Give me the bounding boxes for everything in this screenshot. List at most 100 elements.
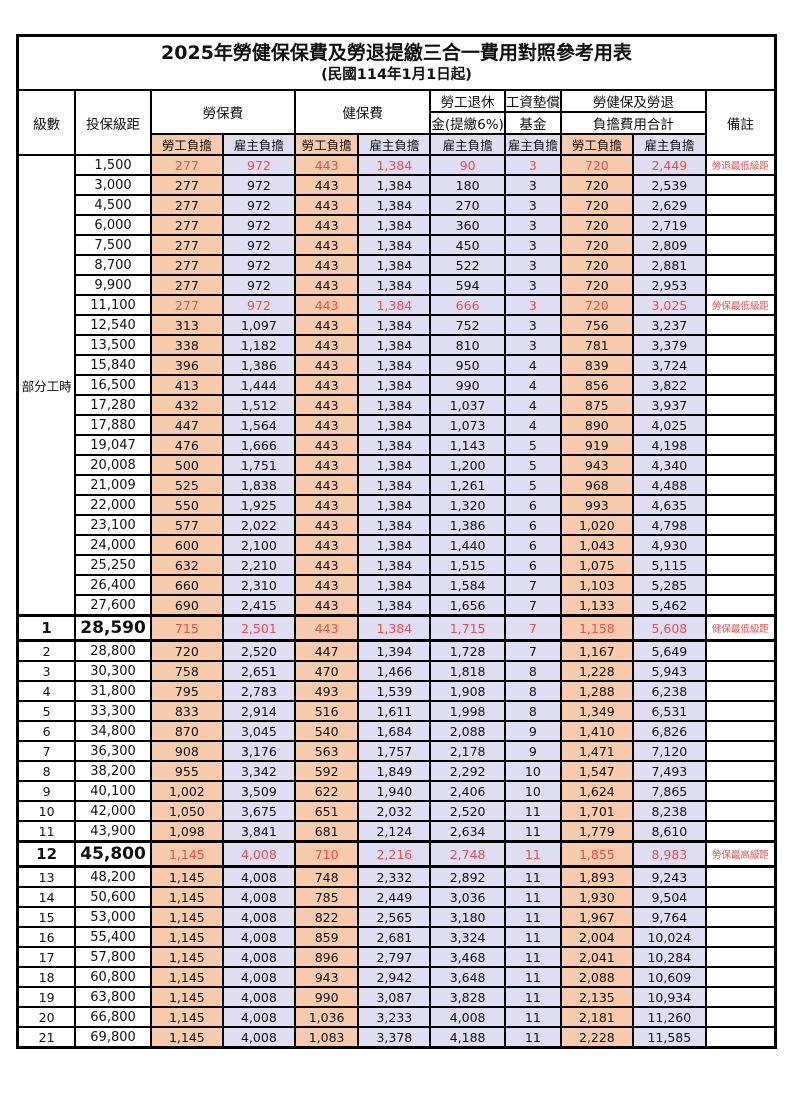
labor-insurance-employee-cell: 1,145 bbox=[149, 986, 224, 1008]
note-cell bbox=[704, 534, 777, 556]
note-cell bbox=[704, 174, 777, 196]
wage-fund-employer-cell: 11 bbox=[503, 840, 562, 868]
labor-insurance-employer-cell: 1,182 bbox=[221, 334, 296, 356]
wage-fund-employer-cell: 7 bbox=[503, 639, 562, 662]
health-insurance-employer-cell: 2,032 bbox=[357, 800, 432, 822]
labor-insurance-employee-cell: 690 bbox=[149, 594, 224, 617]
health-insurance-employer-cell: 2,942 bbox=[357, 966, 432, 988]
total-employee-cell: 890 bbox=[559, 414, 634, 436]
health-insurance-employee-cell: 443 bbox=[293, 514, 360, 536]
wage-fund-employer-cell: 3 bbox=[503, 174, 562, 196]
wage-fund-employer-cell: 9 bbox=[503, 740, 562, 762]
labor-insurance-employer-cell: 4,008 bbox=[221, 946, 296, 968]
labor-insurance-employer-cell: 972 bbox=[221, 154, 296, 176]
page-title: 2025年勞健保保費及勞退提繳三合一費用對照參考用表 bbox=[161, 42, 632, 65]
wage-fund-employer-cell: 6 bbox=[503, 514, 562, 536]
health-insurance-employer-cell: 1,611 bbox=[357, 700, 432, 722]
note-cell bbox=[704, 820, 777, 843]
health-insurance-employee-cell: 710 bbox=[293, 840, 360, 868]
table-row: 6,000 277 972 443 1,384 360 3 720 2,719 bbox=[18, 214, 777, 236]
pension-employer-cell: 2,292 bbox=[429, 760, 506, 782]
labor-insurance-employee-cell: 1,145 bbox=[149, 865, 224, 888]
note-cell bbox=[704, 274, 777, 296]
note-cell bbox=[704, 700, 777, 722]
level-cell: 15 bbox=[16, 906, 77, 928]
pension-employer-cell: 1,908 bbox=[429, 680, 506, 702]
labor-insurance-employer-cell: 3,841 bbox=[221, 820, 296, 843]
pension-employer-cell: 1,143 bbox=[429, 434, 506, 456]
health-insurance-employer-cell: 1,384 bbox=[357, 194, 432, 216]
pension-employer-cell: 594 bbox=[429, 274, 506, 296]
header-row-2: 金(提繳6%) 基金 負擔費用合計 bbox=[18, 111, 776, 135]
health-insurance-employer-cell: 1,940 bbox=[357, 780, 432, 802]
wage-fund-employer-cell: 3 bbox=[503, 154, 562, 176]
wage-fund-employer-cell: 5 bbox=[503, 434, 562, 456]
note-cell: 勞保最低級距 bbox=[704, 294, 777, 316]
health-insurance-employer-cell: 3,233 bbox=[357, 1006, 432, 1028]
total-employee-cell: 1,075 bbox=[559, 554, 634, 576]
health-insurance-employer-cell: 1,384 bbox=[357, 434, 432, 456]
total-employer-cell: 8,983 bbox=[631, 840, 707, 868]
total-employer-cell: 9,764 bbox=[631, 906, 707, 928]
labor-insurance-employee-cell: 1,145 bbox=[149, 886, 224, 908]
note-cell bbox=[704, 554, 777, 576]
health-insurance-employee-cell: 651 bbox=[293, 800, 360, 822]
health-insurance-employee-cell: 443 bbox=[293, 574, 360, 596]
labor-insurance-employee-cell: 1,145 bbox=[149, 1026, 224, 1049]
table-row: 1 28,590 715 2,501 443 1,384 1,715 7 1,158 5,608 健… bbox=[16, 614, 777, 642]
level-cell: 16 bbox=[16, 926, 77, 948]
labor-insurance-employee-cell: 338 bbox=[149, 334, 224, 356]
fee-reference-table: 2025年勞健保保費及勞退提繳三合一費用對照參考用表 (民國114年1月1日起)… bbox=[16, 34, 777, 1049]
wage-fund-employer-cell: 4 bbox=[503, 414, 562, 436]
wage-fund-employer-cell: 11 bbox=[503, 906, 562, 928]
table-row: 26,400 660 2,310 443 1,384 1,584 7 1,103 5,285 bbox=[18, 574, 777, 596]
pension-employer-cell: 1,386 bbox=[429, 514, 506, 536]
labor-insurance-employer-cell: 3,342 bbox=[221, 760, 296, 782]
labor-insurance-employee-cell: 1,002 bbox=[149, 780, 224, 802]
pension-employer-cell: 1,261 bbox=[429, 474, 506, 496]
wage-fund-employer-cell: 6 bbox=[503, 554, 562, 576]
health-insurance-employer-cell: 1,384 bbox=[357, 274, 432, 296]
labor-insurance-employer-cell: 2,520 bbox=[221, 639, 296, 662]
table-row: 10 42,000 1,050 3,675 651 2,032 2,520 11 1,701 8,… bbox=[16, 800, 777, 822]
total-employer-cell: 4,488 bbox=[631, 474, 707, 496]
total-employer-cell: 2,881 bbox=[631, 254, 707, 276]
table-row: 12 45,800 1,145 4,008 710 2,216 2,748 11 1,855 8,… bbox=[16, 840, 777, 868]
total-employer-cell: 4,635 bbox=[631, 494, 707, 516]
note-cell bbox=[704, 354, 777, 376]
total-employer-cell: 9,504 bbox=[631, 886, 707, 908]
table-row: 6 34,800 870 3,045 540 1,684 2,088 9 1,410 6,826 bbox=[16, 720, 777, 742]
bracket-cell: 45,800 bbox=[74, 840, 152, 868]
health-insurance-employee-cell: 470 bbox=[293, 660, 360, 682]
col-header-note: 備註 bbox=[704, 89, 777, 156]
pension-employer-cell: 3,648 bbox=[429, 966, 506, 988]
bracket-cell: 42,000 bbox=[74, 800, 152, 822]
note-cell bbox=[704, 454, 777, 476]
bracket-cell: 31,800 bbox=[74, 680, 152, 702]
health-insurance-employer-cell: 1,384 bbox=[357, 474, 432, 496]
pension-employer-cell: 1,037 bbox=[429, 394, 506, 416]
wage-fund-employer-cell: 7 bbox=[503, 614, 562, 642]
total-employee-cell: 839 bbox=[559, 354, 634, 376]
bracket-cell: 11,100 bbox=[74, 294, 152, 316]
health-insurance-employee-cell: 516 bbox=[293, 700, 360, 722]
pension-employer-cell: 1,584 bbox=[429, 574, 506, 596]
total-employer-cell: 10,934 bbox=[631, 986, 707, 1008]
health-insurance-employer-cell: 1,384 bbox=[357, 454, 432, 476]
note-cell bbox=[704, 740, 777, 762]
total-employer-cell: 2,539 bbox=[631, 174, 707, 196]
bracket-cell: 63,800 bbox=[74, 986, 152, 1008]
level-cell: 10 bbox=[16, 800, 77, 822]
total-employer-cell: 4,930 bbox=[631, 534, 707, 556]
total-employee-cell: 1,133 bbox=[559, 594, 634, 617]
level-cell: 13 bbox=[16, 865, 77, 888]
pension-employer-cell: 4,008 bbox=[429, 1006, 506, 1028]
level-cell: 1 bbox=[16, 614, 77, 642]
wage-fund-employer-cell: 10 bbox=[503, 780, 562, 802]
health-insurance-employer-cell: 1,539 bbox=[357, 680, 432, 702]
labor-insurance-employer-cell: 2,310 bbox=[221, 574, 296, 596]
total-employee-cell: 919 bbox=[559, 434, 634, 456]
pension-employer-cell: 522 bbox=[429, 254, 506, 276]
health-insurance-employee-cell: 443 bbox=[293, 194, 360, 216]
level-cell: 2 bbox=[16, 639, 77, 662]
